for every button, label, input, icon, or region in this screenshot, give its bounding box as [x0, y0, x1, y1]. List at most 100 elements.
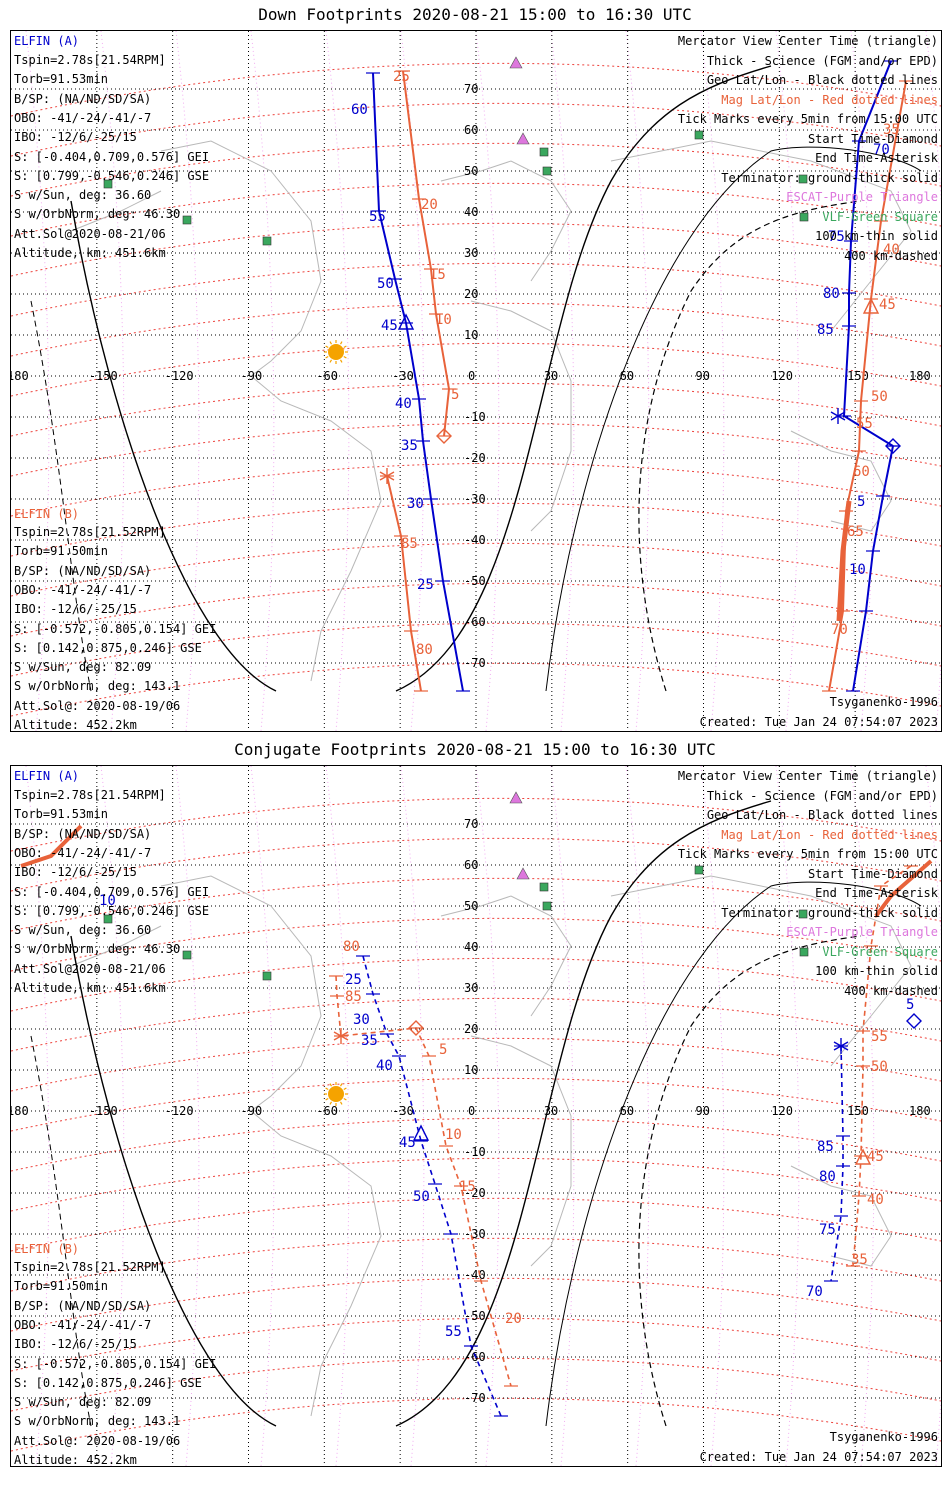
lat-tick-label: 30: [464, 246, 478, 260]
elfin-a-info-line: IBO: -12/6/-25/15: [14, 130, 137, 145]
down-coastlines: [70, 140, 912, 682]
lon-tick-label: 150: [847, 369, 869, 383]
escat-triangle: [516, 132, 530, 145]
track-tick-label: 25: [393, 69, 410, 85]
terminator-400km-west: [30, 300, 92, 692]
track-tick-label: 80: [819, 1169, 836, 1185]
legend-line: Tick Marks every 5min from 15:00 UTC: [677, 847, 938, 861]
coastline: [610, 140, 912, 332]
vlf-square: [798, 174, 808, 184]
elfin-a-info-line: S: [-0.404,0.709,0.576] GEI: [14, 884, 210, 899]
lat-tick-label: 70: [464, 817, 478, 831]
elfin-b-track-west: [396, 70, 456, 437]
elfin-b-info-line: IBO: -12/6/-25/15: [14, 602, 137, 617]
elfin-a-info-line: Altitude, km: 451.6km: [14, 246, 166, 260]
down-title: Down Footprints 2020-08-21 15:00 to 16:3…: [258, 5, 692, 24]
vlf-square: [694, 865, 704, 875]
elfin-b-info-line: S: [-0.572,-0.805,0.154] GEI: [14, 1356, 217, 1371]
escat-triangle: [509, 56, 523, 69]
lon-tick-label: 180: [909, 1104, 931, 1118]
track-tick-label: 85: [345, 989, 362, 1005]
lon-tick-label: -150: [89, 369, 118, 383]
track-tick-label: 25: [345, 972, 362, 988]
legend-line: Terminator: ground-thick solid: [721, 170, 938, 185]
lon-tick-label: 60: [620, 369, 634, 383]
lat-tick-label: 20: [464, 1022, 478, 1036]
vlf-square: [798, 909, 808, 919]
legend-line: Thick - Science (FGM and/or EPD): [706, 788, 938, 803]
vlf-square: [542, 901, 552, 911]
start-diamond: [408, 1020, 424, 1036]
lat-tick-label: 40: [464, 205, 478, 219]
terminator-ground: [395, 65, 772, 692]
legend-line: 100 km-thin solid: [815, 229, 938, 243]
elfin-b-track-east: [822, 80, 913, 692]
terminator-west: [70, 200, 277, 692]
down-map-svg: 180 -150 -120 -90 -60 -30 0 30 60 90 120 150 180 70 60…: [11, 31, 941, 731]
elfin-a-info-line: OBO: -41/-24/-41/-7: [14, 110, 152, 125]
lat-tick-label: 50: [464, 899, 478, 913]
track-tick-label: 40: [867, 1192, 884, 1208]
legend-line: End Time-Asterisk: [815, 886, 938, 900]
lat-tick-label: -20: [464, 451, 486, 465]
lat-tick-label: 10: [464, 328, 478, 342]
elfin-b-info-line: B/SP: (NA/ND/SD/SA): [14, 1298, 152, 1313]
elfin-a-info-line: Altitude, km: 451.6km: [14, 981, 166, 995]
elfin-a-info-line: B/SP: (NA/ND/SD/SA): [14, 91, 152, 106]
elfin-b-track-west: [329, 975, 518, 1387]
track-tick-label: 65: [847, 524, 864, 540]
elfin-b-info-line: S w/Sun, deg: 82.09: [14, 1395, 152, 1410]
lon-tick-label: -30: [392, 1104, 414, 1118]
legend-line: Mag Lat/Lon - Red dotted lines: [721, 827, 938, 842]
track-tick-label: 30: [353, 1012, 370, 1028]
track-tick-label: 50: [377, 276, 394, 292]
track-tick-label: 55: [369, 209, 386, 225]
track-tick-label: 70: [831, 622, 848, 638]
lon-tick-label: -90: [241, 369, 263, 383]
lat-tick-label: -30: [464, 492, 486, 506]
track-tick-label: 70: [873, 142, 890, 158]
elfin-a-track-east-2: [846, 445, 900, 692]
legend-line: VLF-Green Square: [822, 209, 938, 224]
lat-tick-label: 50: [464, 164, 478, 178]
elfin-b-info-line: S: [-0.572,-0.805,0.154] GEI: [14, 621, 217, 636]
lat-tick-label: 10: [464, 1063, 478, 1077]
conj-terminator: [30, 800, 922, 1427]
terminator-400km: [638, 200, 862, 692]
vlf-square: [103, 179, 113, 189]
track-tick-label: 80: [823, 286, 840, 302]
legend-line: Geo Lat/Lon - Black dotted lines: [706, 808, 938, 822]
conjugate-title: Conjugate Footprints 2020-08-21 15:00 to…: [234, 740, 716, 759]
conj-coastlines: [70, 875, 912, 1417]
legend-line: 400 km-dashed: [844, 248, 938, 263]
elfin-b-info-line: S w/OrbNorm, deg: 143.1: [14, 1414, 181, 1429]
lon-tick-label: -120: [165, 369, 194, 383]
elfin-b-info-line: Torb=91.50min: [14, 1279, 108, 1294]
track-tick-label: 45: [381, 318, 398, 334]
track-tick-label: 35: [401, 438, 418, 454]
elfin-a-info-line: S w/OrbNorm, deg: 46.30: [14, 207, 181, 222]
legend-line: 400 km-dashed: [844, 983, 938, 998]
elfin-b-science-west: [20, 824, 83, 868]
start-diamond: [436, 428, 452, 444]
legend-line: Tick Marks every 5min from 15:00 UTC: [677, 112, 938, 126]
coastline: [160, 875, 322, 1112]
elfin-b-track-east-science: [836, 500, 852, 622]
track-tick-label: 75: [819, 1222, 836, 1238]
lat-tick-label: 60: [464, 123, 478, 137]
elfin-a-info-line: S w/Sun, deg: 36.60: [14, 923, 152, 938]
terminator-400km-west: [30, 1035, 92, 1427]
conj-geo-grid: [11, 766, 941, 1466]
elfin-a-info-line: S: [0.799,-0.546,0.246] GSE: [14, 168, 210, 183]
elfin-a-info-line: Att.Sol@2020-08-21/06: [14, 961, 166, 976]
elfin-b-info-line: Att.Sol@: 2020-08-19/06: [14, 1433, 181, 1448]
legend-line: Thick - Science (FGM and/or EPD): [706, 53, 938, 68]
track-tick-label: 20: [421, 197, 438, 213]
track-tick-label: 85: [817, 322, 834, 338]
lat-tick-label: -40: [464, 533, 486, 547]
lat-tick-label: 20: [464, 287, 478, 301]
lat-tick-label: -50: [464, 574, 486, 588]
elfin-b-info-line: S w/OrbNorm, deg: 143.1: [14, 679, 181, 694]
track-tick-label: 10: [99, 893, 116, 909]
end-asterisk: [379, 468, 395, 484]
